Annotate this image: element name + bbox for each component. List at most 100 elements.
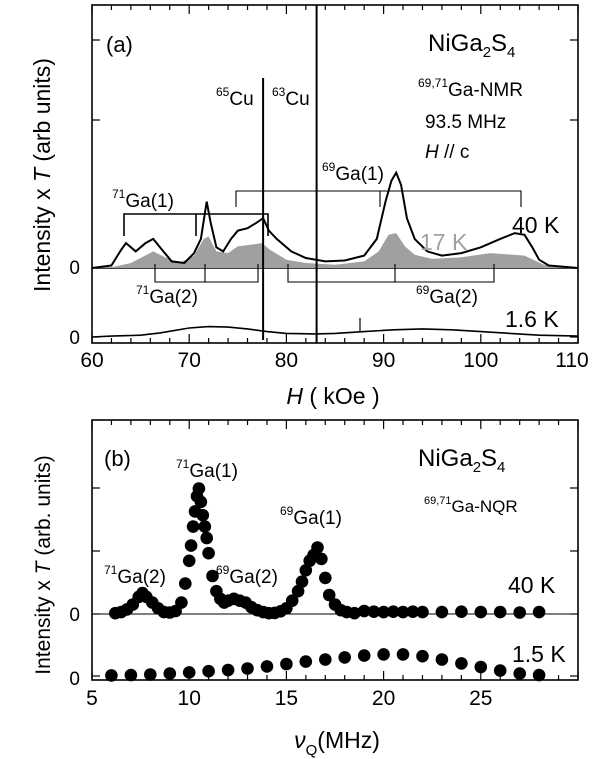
label-71ga1-nqr: 71Ga(1) (176, 457, 238, 482)
point-40k (513, 606, 526, 619)
series-40k-line (91, 170, 579, 269)
point-1-5k (357, 649, 371, 662)
panel-a: 60 70 80 90 100 110 0 0 H ( kOe ) Intens… (29, 4, 589, 409)
series-17k-area (92, 233, 578, 268)
panel-a-frame (91, 4, 579, 344)
xtick-label: 60 (80, 349, 103, 372)
label-17k: 17 K (420, 229, 468, 255)
panel-b-xtick-labels: 5 10 15 20 25 (86, 687, 492, 710)
zero-label: 0 (69, 328, 80, 349)
point-1-5k (241, 662, 254, 675)
panel-b-nucleus: 69,71Ga-NQR (424, 495, 518, 516)
point-1-5k (221, 663, 235, 677)
panel-a-ticks (91, 5, 579, 343)
point-40k (196, 508, 210, 522)
point-40k (435, 605, 449, 619)
panel-a-frequency: 93.5 MHz (425, 112, 506, 133)
point-1-5k (532, 668, 546, 682)
point-40k (322, 588, 336, 602)
point-40k (198, 520, 212, 533)
xtick-label: 20 (372, 687, 395, 710)
label-65cu: 65Cu (216, 85, 254, 110)
point-40k (206, 569, 219, 583)
point-40k (406, 605, 420, 618)
point-1-5k (416, 649, 429, 663)
point-40k (200, 531, 213, 545)
xtick-label: 10 (178, 687, 201, 710)
label-69ga2: 69Ga(2) (416, 283, 478, 308)
point-40k (202, 546, 215, 560)
label-63cu: 63Cu (272, 85, 310, 110)
point-1-5k (260, 660, 274, 673)
point-1-5k (280, 657, 293, 671)
point-1-5k (182, 666, 196, 679)
label-1-6k: 1.6 K (505, 306, 559, 332)
label-71ga1: 71Ga(1) (112, 187, 174, 212)
panel-a-compound: NiGa2S4 (428, 30, 515, 61)
xtick-label: 100 (463, 349, 498, 372)
point-1-5k (474, 660, 488, 674)
point-40k (416, 605, 429, 619)
point-40k (311, 541, 324, 554)
bracket-71ga2 (154, 264, 259, 283)
point-1-5k (124, 668, 138, 682)
xtick-label: 15 (275, 687, 298, 710)
point-40k (194, 495, 208, 509)
point-40k (182, 554, 196, 568)
point-40k (493, 605, 507, 619)
point-40k (295, 575, 309, 588)
label-69ga1-nqr: 69Ga(1) (280, 504, 342, 529)
label-71ga2: 71Ga(2) (136, 283, 198, 308)
panel-b-frame (91, 419, 579, 681)
point-40k (186, 520, 200, 533)
panel-a-xlabel: H ( kOe ) (286, 383, 379, 409)
point-40k (474, 605, 488, 619)
panel-a-nucleus: 69,71Ga-NMR (418, 76, 523, 101)
bracket-71ga1 (123, 213, 269, 236)
panel-b-points (105, 482, 546, 682)
point-1-5k (377, 648, 390, 661)
point-1-5k (144, 668, 157, 681)
panel-a-ylabel: Intensity x T (arb units) (29, 58, 55, 292)
panel-a-label: (a) (106, 32, 133, 57)
point-1-5k (299, 655, 313, 668)
xtick-label: 25 (469, 687, 492, 710)
point-40k (179, 577, 192, 590)
panel-a-xtick-labels: 60 70 80 90 100 110 (80, 349, 588, 372)
bracket-69ga1 (235, 190, 522, 207)
panel-b-xlabel: νQ(MHz) (294, 727, 380, 759)
panel-b: 5 10 15 20 25 0 0 νQ(MHz) Intensity x T … (32, 419, 579, 759)
point-40k (455, 605, 468, 618)
label-69ga1: 69Ga(1) (322, 160, 384, 185)
point-40k (175, 596, 188, 609)
panel-b-ylabel: Intensity x T (arb. units) (32, 455, 55, 674)
label-69ga2-nqr: 69Ga(2) (216, 563, 278, 588)
zero-label: 0 (69, 605, 80, 626)
point-40k (285, 594, 299, 607)
xtick-label: 70 (178, 349, 201, 372)
label-71ga2-nqr: 71Ga(2) (104, 563, 166, 588)
panel-a-field-direction: H // c (425, 142, 469, 163)
point-40k (319, 571, 332, 585)
point-40k (387, 605, 400, 618)
point-40k (315, 552, 328, 566)
point-1-5k (513, 667, 526, 680)
zero-label: 0 (69, 669, 80, 690)
point-1-5k (493, 664, 507, 677)
panel-b-label: (b) (104, 446, 131, 471)
point-40k (396, 605, 410, 619)
label-1-5k-nqr: 1.5 K (512, 641, 566, 667)
panel-b-compound: NiGa2S4 (418, 445, 505, 476)
point-1-5k (202, 664, 215, 678)
point-1-5k (455, 657, 468, 670)
point-40k (357, 604, 371, 618)
bracket-69ga2 (287, 264, 495, 283)
label-40k: 40 K (512, 212, 560, 238)
point-40k (192, 482, 206, 495)
point-1-5k (163, 667, 177, 680)
point-40k (291, 584, 305, 598)
xtick-label: 5 (86, 687, 98, 710)
point-1-5k (105, 669, 118, 682)
label-40k-nqr: 40 K (508, 572, 556, 598)
